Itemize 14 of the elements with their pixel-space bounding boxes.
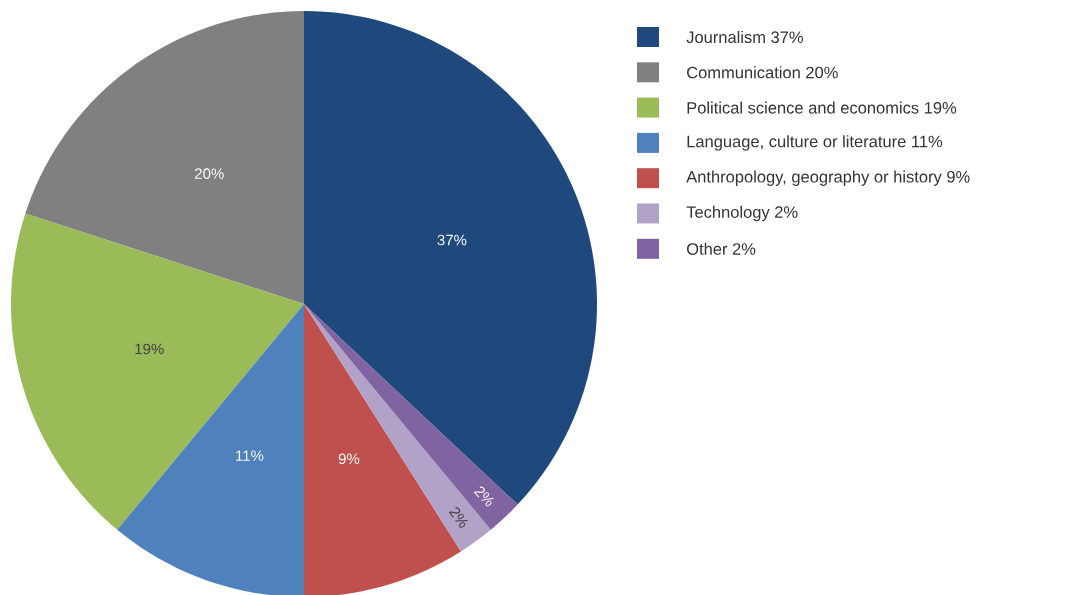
data-label: 11%	[236, 450, 264, 461]
data-label: 19%	[135, 343, 164, 355]
legend-label: Journalism 37%	[686, 30, 803, 44]
legend-label: Technology 2%	[686, 205, 798, 222]
legend-label: Political science and economics 19%	[687, 101, 957, 114]
legend-label: Language, culture or literature 11%	[687, 135, 943, 151]
data-label: 20%	[195, 168, 224, 179]
legend-label: Communication 20%	[687, 66, 838, 79]
legend-label: Other 2%	[686, 242, 756, 255]
legend-label: Anthropology, geography or history 9%	[686, 170, 970, 186]
data-label: 2%	[448, 507, 468, 528]
data-label: 9%	[338, 453, 360, 465]
data-label: 2%	[473, 486, 494, 507]
data-label: 37%	[437, 234, 467, 246]
